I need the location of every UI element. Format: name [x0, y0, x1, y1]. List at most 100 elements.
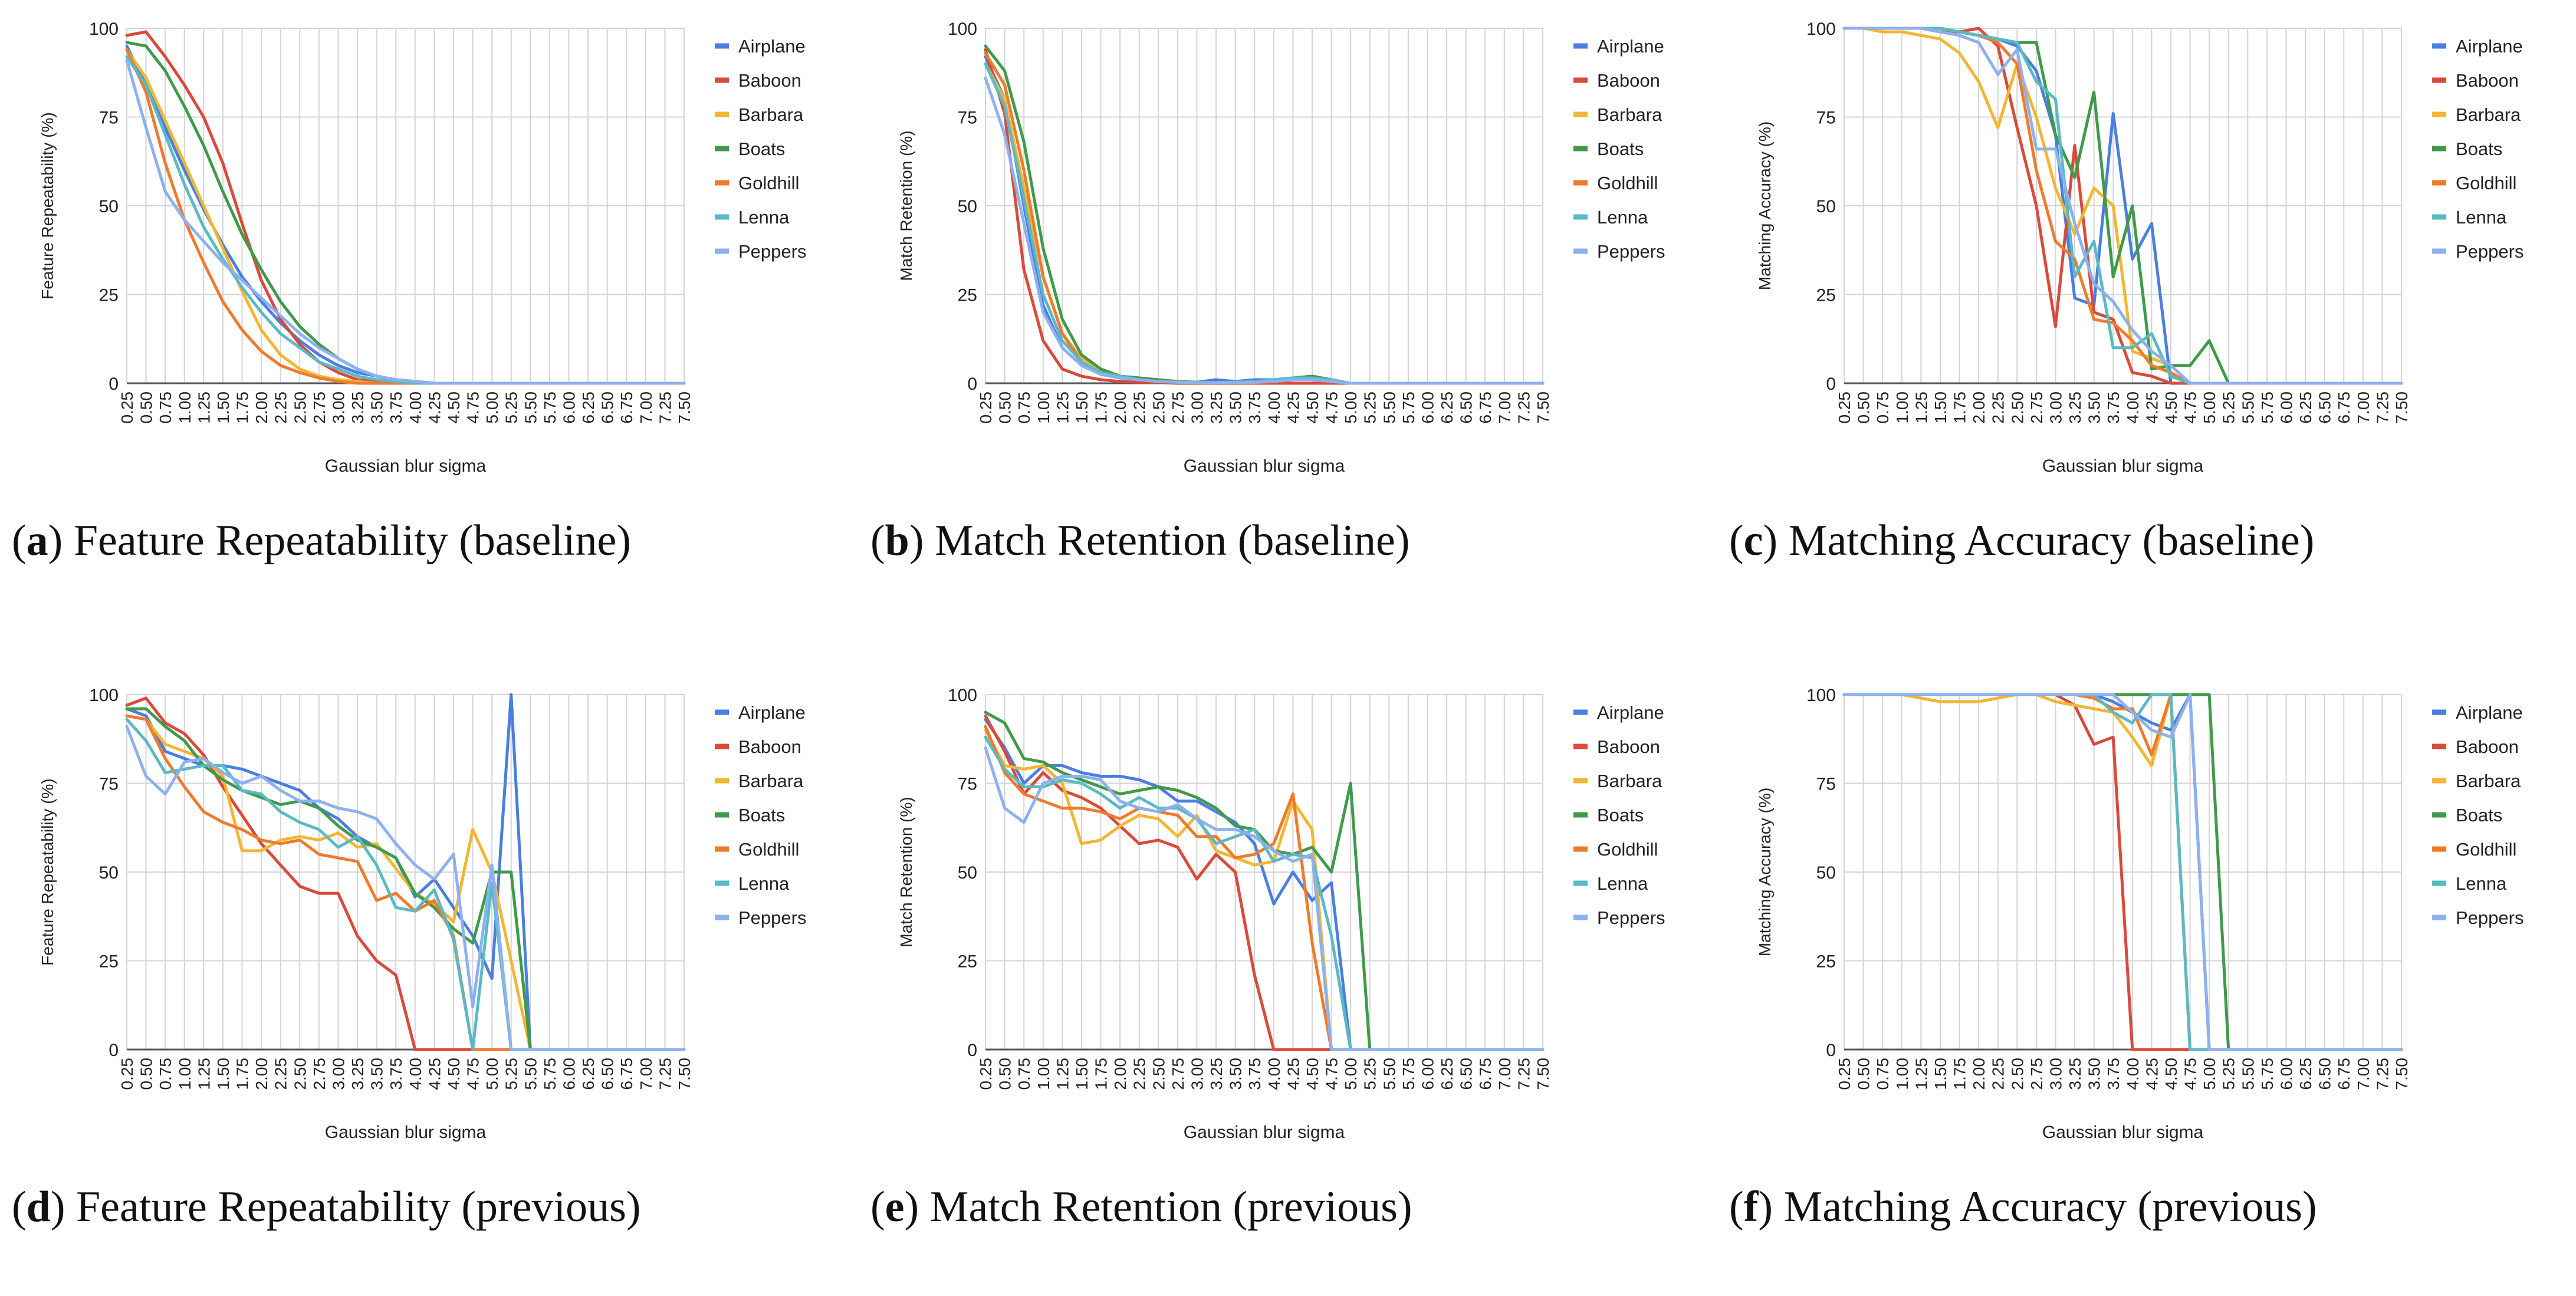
legend-label: Airplane	[2456, 36, 2523, 57]
caption-paren: )	[1763, 517, 1789, 565]
x-tick-label: 0.75	[1015, 1058, 1033, 1090]
legend-label: Lenna	[738, 207, 790, 228]
figure-caption: (d) Feature Repeatability (previous)	[12, 1182, 641, 1232]
legend-label: Baboon	[2456, 70, 2519, 91]
x-tick-label: 3.00	[1188, 392, 1206, 424]
caption-paren: )	[1758, 1183, 1784, 1231]
y-tick-label: 75	[1816, 108, 1836, 128]
chart-panel-a: 0 25 50 75 100 0.25 0.50 0.75 1.00 1.25 1.50 1.75 2.…	[0, 0, 859, 630]
caption-paren: (	[12, 517, 27, 565]
y-tick-label: 100	[89, 19, 119, 39]
x-tick-label: 2.25	[1989, 392, 2007, 424]
legend-label: Lenna	[738, 873, 790, 894]
x-tick-label: 6.75	[2335, 392, 2353, 424]
x-tick-label: 1.75	[1951, 392, 1969, 424]
legend-label: Peppers	[738, 241, 806, 262]
y-tick-label: 25	[958, 286, 977, 305]
x-tick-label: 7.00	[1496, 1058, 1514, 1090]
x-tick-label: 6.00	[560, 392, 578, 424]
x-tick-label: 1.75	[1092, 1058, 1110, 1090]
x-tick-label: 7.25	[656, 392, 674, 424]
y-tick-label: 0	[967, 1041, 977, 1060]
x-tick-label: 7.50	[675, 392, 694, 424]
x-tick-label: 5.00	[483, 1058, 501, 1090]
x-tick-label: 6.75	[1476, 392, 1494, 424]
legend-label: Baboon	[1597, 70, 1660, 91]
x-tick-label: 2.50	[291, 1058, 309, 1090]
x-tick-label: 7.00	[2354, 1058, 2373, 1090]
x-tick-label: 6.25	[1438, 392, 1456, 424]
x-tick-label: 1.00	[1034, 1058, 1053, 1090]
series-line-lenna	[984, 735, 1545, 1051]
x-tick-label: 7.50	[1534, 1058, 1552, 1090]
x-axis-title: Gaussian blur sigma	[1184, 456, 1345, 476]
x-tick-label: 5.00	[1342, 1058, 1360, 1090]
x-tick-label: 5.25	[1361, 1058, 1379, 1090]
legend-label: Barbara	[1597, 771, 1662, 791]
x-tick-label: 5.50	[2239, 392, 2257, 424]
x-tick-label: 5.75	[1399, 392, 1418, 424]
x-tick-label: 0.25	[977, 392, 995, 424]
x-tick-label: 6.00	[2277, 1058, 2295, 1090]
x-tick-label: 4.25	[2143, 392, 2161, 424]
x-tick-label: 2.00	[1970, 1058, 1988, 1090]
x-tick-label: 3.75	[1246, 1058, 1264, 1090]
legend-label: Peppers	[738, 907, 806, 928]
x-tick-label: 0.25	[1835, 1058, 1854, 1090]
caption-label: b	[885, 517, 909, 565]
caption-label: a	[26, 517, 48, 565]
x-tick-label: 6.50	[2316, 1058, 2334, 1090]
x-tick-label: 1.00	[1034, 392, 1053, 424]
caption-paren: (	[870, 1183, 885, 1231]
x-tick-label: 2.25	[1131, 1058, 1149, 1090]
x-tick-label: 1.50	[1073, 1058, 1091, 1090]
y-tick-label: 25	[1816, 286, 1836, 305]
series-line-lenna	[984, 62, 1545, 385]
chart-panel-e: 0 25 50 75 100 0.25 0.50 0.75 1.00 1.25 1.50 1.75 2.…	[859, 666, 1717, 1296]
x-tick-label: 4.00	[406, 392, 425, 424]
figure-caption: (a) Feature Repeatability (baseline)	[12, 516, 631, 566]
x-tick-label: 2.00	[1111, 392, 1129, 424]
x-tick-label: 1.75	[1951, 1058, 1969, 1090]
x-tick-label: 1.00	[176, 1058, 194, 1090]
y-tick-label: 50	[958, 863, 977, 883]
x-tick-label: 2.00	[252, 392, 271, 424]
y-axis-title: Feature Repeatability (%)	[38, 778, 57, 965]
x-tick-label: 1.25	[195, 1058, 213, 1090]
caption-text: Matching Accuracy (baseline)	[1788, 517, 2315, 565]
x-tick-label: 4.00	[406, 1058, 425, 1090]
y-tick-label: 0	[109, 1041, 119, 1060]
x-tick-label: 5.75	[541, 392, 559, 424]
x-tick-label: 6.25	[579, 392, 597, 424]
y-axis-title: Feature Repeatability (%)	[38, 112, 57, 299]
x-tick-label: 1.00	[1893, 392, 1911, 424]
x-tick-label: 6.00	[2277, 392, 2295, 424]
x-tick-label: 6.75	[617, 1058, 636, 1090]
x-tick-label: 6.25	[1438, 1058, 1456, 1090]
x-tick-label: 3.75	[387, 392, 405, 424]
x-tick-label: 2.75	[2028, 1058, 2046, 1090]
x-tick-label: 4.25	[425, 392, 443, 424]
x-tick-label: 5.75	[2258, 1058, 2276, 1090]
x-tick-label: 0.75	[156, 1058, 175, 1090]
caption-label: c	[1743, 517, 1763, 565]
x-tick-label: 0.25	[977, 1058, 995, 1090]
y-tick-label: 75	[958, 108, 977, 128]
x-tick-label: 7.50	[2393, 392, 2411, 424]
x-tick-label: 1.50	[1931, 1058, 1950, 1090]
x-tick-label: 5.50	[1380, 1058, 1398, 1090]
x-tick-label: 2.75	[310, 1058, 328, 1090]
legend-label: Barbara	[1597, 104, 1662, 125]
series-line-airplane	[984, 718, 1545, 1051]
x-tick-label: 2.75	[1169, 1058, 1187, 1090]
x-tick-label: 6.50	[1457, 392, 1476, 424]
x-tick-label: 3.25	[1207, 1058, 1225, 1090]
x-tick-label: 4.75	[464, 392, 482, 424]
x-tick-label: 5.75	[2258, 392, 2276, 424]
x-tick-label: 5.75	[541, 1058, 559, 1090]
caption-paren: (	[12, 1183, 27, 1231]
